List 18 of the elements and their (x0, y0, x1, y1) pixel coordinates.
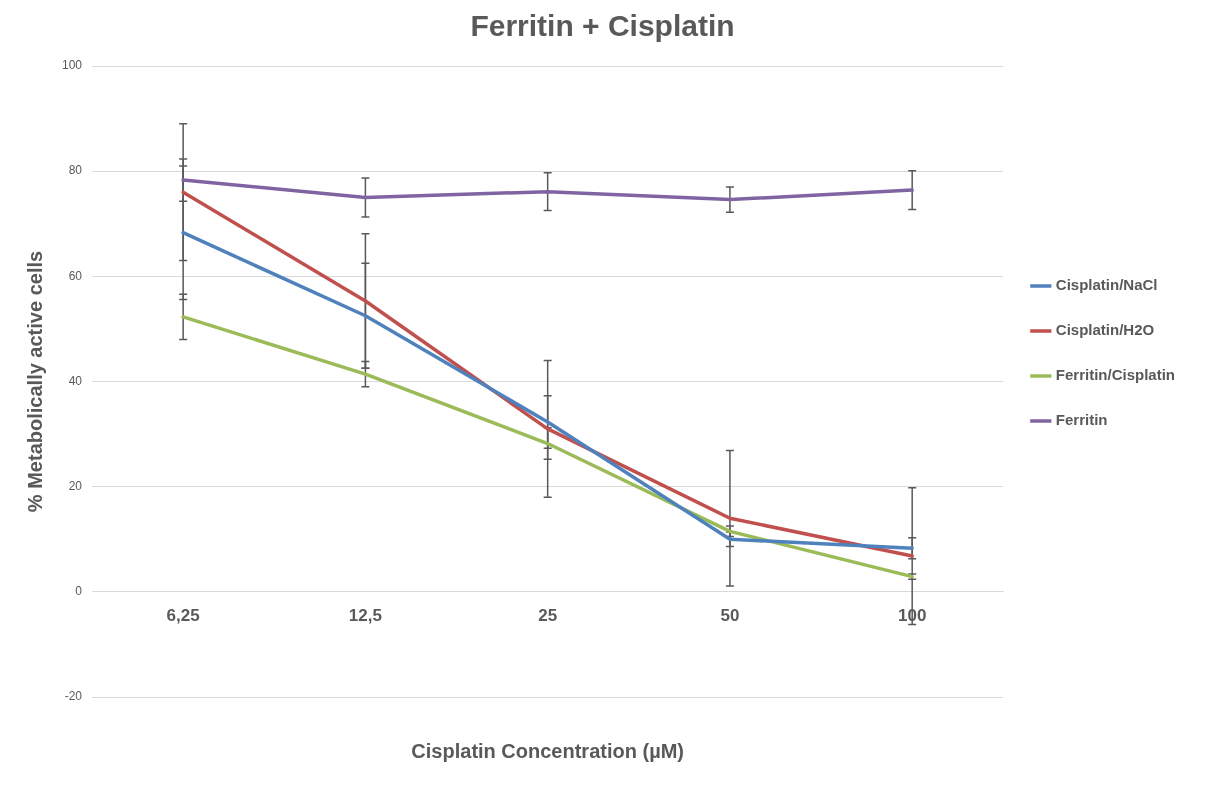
y-tick-label: -20 (64, 689, 83, 704)
legend-label: Ferritin (1055, 411, 1108, 429)
y-tick-label: 20 (68, 478, 83, 493)
legend-label: Cisplatin/H2O (1055, 321, 1155, 339)
x-tick-label: 50 (720, 605, 740, 625)
y-tick-label: 60 (68, 268, 83, 283)
y-axis-title: % Metabolically active cells (23, 250, 46, 513)
x-tick-label: 6,25 (166, 605, 200, 625)
x-tick-label: 25 (538, 605, 558, 625)
y-tick-label: 100 (61, 58, 83, 73)
y-tick-label: 0 (75, 584, 83, 599)
chart-title: Ferritin + Cisplatin (470, 9, 735, 43)
legend-label: Cisplatin/NaCl (1055, 276, 1158, 294)
x-axis-title: Cisplatin Concentration (µM) (411, 739, 684, 762)
y-tick-label: 40 (68, 373, 83, 388)
y-tick-label: 80 (68, 163, 83, 178)
x-tick-label: 12,5 (348, 605, 382, 625)
legend-label: Ferritin/Cisplatin (1055, 366, 1176, 384)
